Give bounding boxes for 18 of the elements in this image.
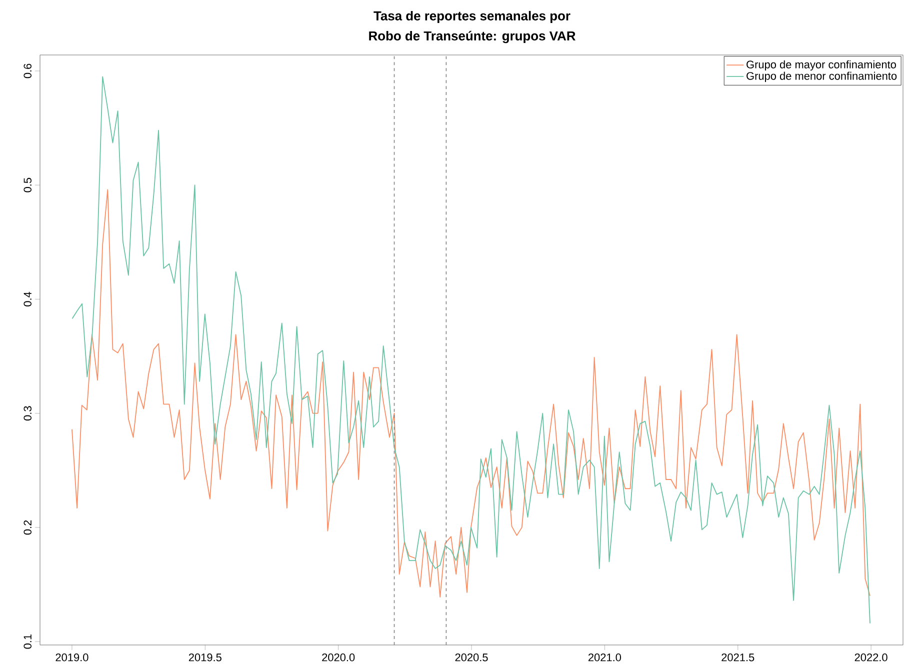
chart-subtitle: Robo de Transeúnte: grupos VAR <box>369 30 576 44</box>
legend-label: Grupo de menor confinamiento <box>746 72 897 82</box>
x-tick-label: 2019.0 <box>56 654 88 662</box>
y-tick-label: 0.6 <box>24 64 32 78</box>
y-tick-label: 0.5 <box>24 178 32 192</box>
x-tick-label: 2020.0 <box>322 654 355 662</box>
x-tick-label: 2021.5 <box>722 654 754 662</box>
y-tick-label: 0.3 <box>24 406 32 421</box>
legend-label: Grupo de mayor confinamiento <box>746 60 896 71</box>
chart-title: Tasa de reportes semanales por <box>374 10 570 24</box>
x-tick-label: 2019.5 <box>188 654 222 662</box>
y-tick-label: 0.1 <box>24 634 32 649</box>
y-tick-label: 0.4 <box>24 292 32 306</box>
line-series <box>72 189 870 598</box>
x-tick-label: 2022.0 <box>854 654 888 662</box>
x-tick-label: 2020.5 <box>455 654 488 662</box>
y-tick-label: 0.2 <box>24 520 32 535</box>
x-tick-label: 2021.0 <box>588 654 622 662</box>
